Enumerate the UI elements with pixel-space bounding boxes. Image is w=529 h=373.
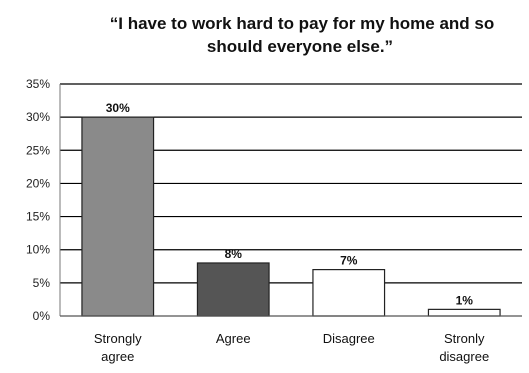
x-category-label: Stronly <box>444 331 485 346</box>
x-category-label: Disagree <box>323 331 375 346</box>
y-tick-label: 25% <box>26 143 50 157</box>
y-tick-label: 35% <box>26 77 50 91</box>
chart-title-line-2: should everyone else.” <box>207 37 393 56</box>
y-tick-label: 20% <box>26 176 50 190</box>
x-category-label: disagree <box>439 349 489 364</box>
bar <box>81 116 155 317</box>
data-label: 7% <box>340 254 358 268</box>
y-tick-label: 0% <box>33 309 51 323</box>
data-labels: 30% 8% 7% 1% <box>106 101 474 307</box>
data-label: 1% <box>456 293 474 307</box>
y-tick-label: 5% <box>33 276 51 290</box>
bar <box>427 308 501 317</box>
data-label: 30% <box>106 101 130 115</box>
y-axis-ticks: 0% 5% 10% 15% 20% 25% 30% 35% <box>26 77 50 323</box>
bar <box>312 269 386 317</box>
y-tick-label: 15% <box>26 210 50 224</box>
y-tick-label: 10% <box>26 243 50 257</box>
x-category-label: agree <box>101 349 134 364</box>
chart-title-line-1: “I have to work hard to pay for my home … <box>110 14 494 33</box>
x-axis-categories: Strongly agree Agree Disagree Stronly disagre… <box>94 331 489 364</box>
x-category-label: Agree <box>216 331 251 346</box>
bar <box>196 262 270 317</box>
x-category-label: Strongly <box>94 331 142 346</box>
y-tick-label: 30% <box>26 110 50 124</box>
data-label: 8% <box>225 247 243 261</box>
